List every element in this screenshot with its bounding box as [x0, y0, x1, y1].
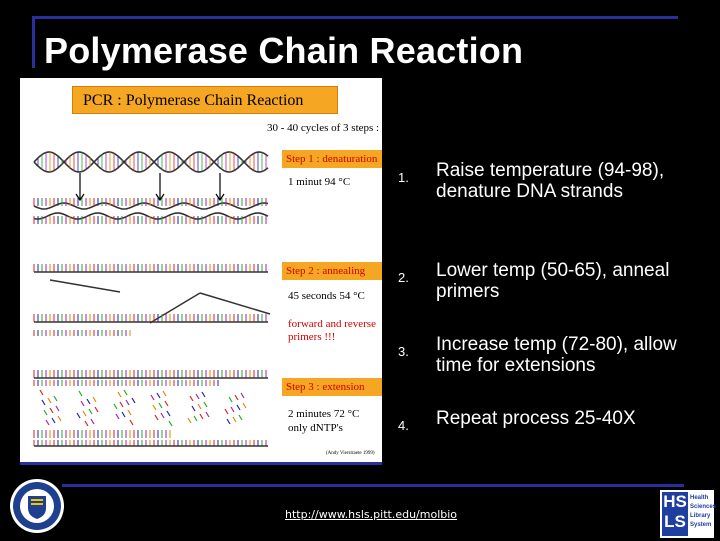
list-item-text: Repeat process 25-40X — [436, 408, 636, 429]
frame-bottom-line — [62, 484, 684, 487]
list-item-text: Raise temperature (94-98), denature DNA … — [436, 160, 665, 202]
hsls-url-link[interactable]: http://www.hsls.pitt.edu/molbio — [285, 508, 458, 521]
hsls-letters-a: HS — [663, 492, 687, 511]
step3-condition-b: only dNTP's — [288, 422, 343, 434]
list-item-number: 4. — [398, 418, 409, 433]
slide-title: Polymerase Chain Reaction — [44, 30, 524, 71]
list-item-number: 3. — [398, 344, 409, 359]
step1-label: Step 1 : denaturation — [282, 150, 382, 168]
step3-condition-a: 2 minutes 72 °C — [288, 408, 360, 420]
step2-note-b: primers !!! — [288, 331, 336, 343]
step3-label: Step 3 : extension — [282, 378, 382, 396]
hsls-letters-b: LS — [664, 512, 686, 531]
dna-illustration — [33, 151, 271, 447]
list-item-text: Lower temp (50-65), anneal primers — [436, 260, 670, 302]
list-item-number: 1. — [398, 170, 409, 185]
pcr-figure: PCR : Polymerase Chain Reaction 30 - 40 … — [20, 78, 382, 465]
hsls-text-c: Library — [690, 513, 711, 519]
frame-left-line — [32, 16, 35, 68]
figure-cycles-text: 30 - 40 cycles of 3 steps : — [267, 122, 380, 134]
figure-credit: (Andy Vierstraete 1999) — [326, 451, 375, 456]
university-seal-icon — [8, 476, 66, 536]
step2-label: Step 2 : annealing — [282, 262, 382, 280]
step1-condition: 1 minut 94 °C — [288, 176, 351, 188]
step2-note-a: forward and reverse — [288, 318, 376, 330]
figure-title: PCR : Polymerase Chain Reaction — [72, 86, 338, 114]
frame-top-line — [32, 16, 678, 19]
list-item-text: Increase temp (72-80), allow time for ex… — [436, 334, 677, 376]
hsls-text-a: Health — [690, 495, 709, 501]
hsls-logo-icon: HS LS Health Sciences Library System — [660, 490, 717, 538]
hsls-text-d: System — [690, 522, 712, 528]
list-item-number: 2. — [398, 270, 409, 285]
step2-condition: 45 seconds 54 °C — [288, 290, 365, 302]
hsls-text-b: Sciences — [690, 504, 717, 510]
